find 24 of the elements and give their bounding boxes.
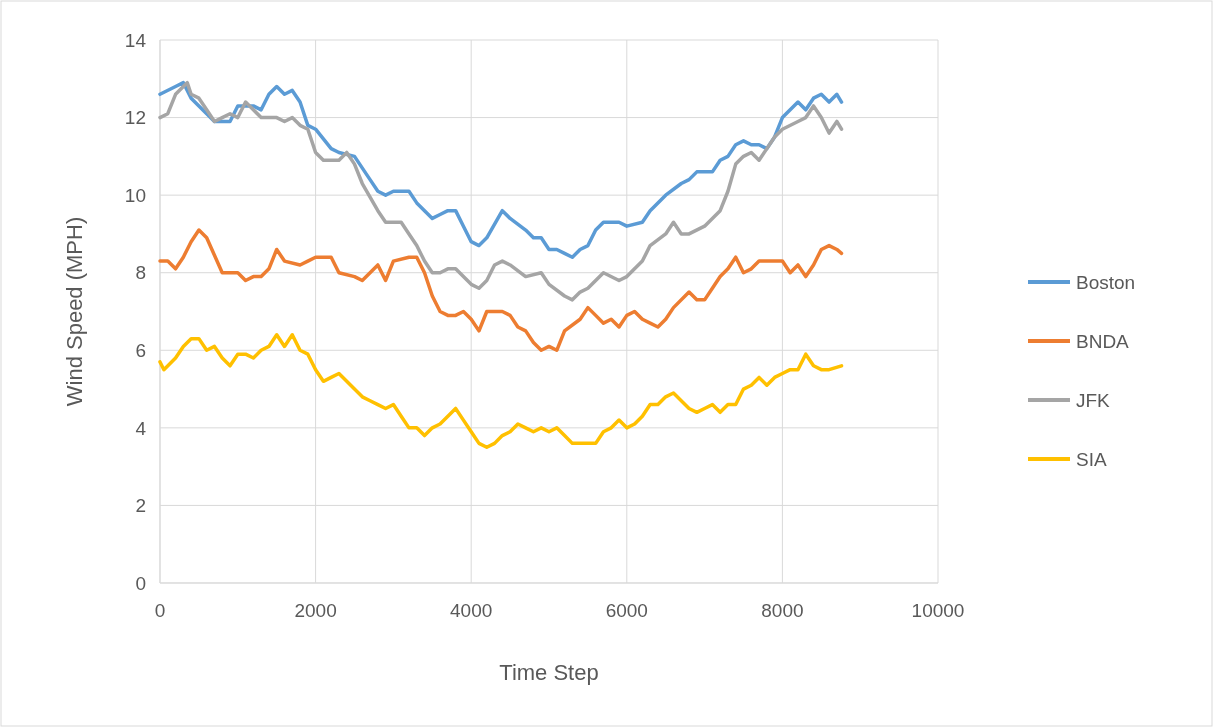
y-tick-label: 2 (135, 495, 146, 517)
line-series (158, 80, 844, 302)
y-tick-label: 10 (124, 184, 146, 206)
x-tick-label: 10000 (911, 600, 965, 621)
y-tick-label: 12 (124, 107, 146, 129)
x-tick-label: 6000 (605, 600, 648, 621)
line-series (158, 333, 844, 449)
x-tick-label: 4000 (450, 600, 493, 621)
y-tick-label: 14 (124, 29, 147, 51)
legend-label: Boston (1076, 271, 1136, 293)
y-tick-label: 4 (135, 417, 147, 439)
x-tick-label: 8000 (761, 600, 804, 621)
legend-label: SIA (1076, 448, 1107, 470)
x-axis-title: Time Step (499, 660, 599, 685)
legend-label: BNDA (1076, 330, 1130, 352)
y-tick-label: 8 (135, 262, 146, 284)
y-tick-label: 6 (135, 339, 146, 361)
x-tick-label: 2000 (294, 600, 337, 621)
x-tick-label: 0 (154, 600, 166, 621)
line-series (158, 228, 844, 353)
line-series (158, 80, 844, 259)
legend-label: JFK (1076, 389, 1111, 411)
y-axis-title: Wind Speed (MPH) (62, 216, 87, 407)
y-tick-label: 0 (135, 572, 146, 594)
